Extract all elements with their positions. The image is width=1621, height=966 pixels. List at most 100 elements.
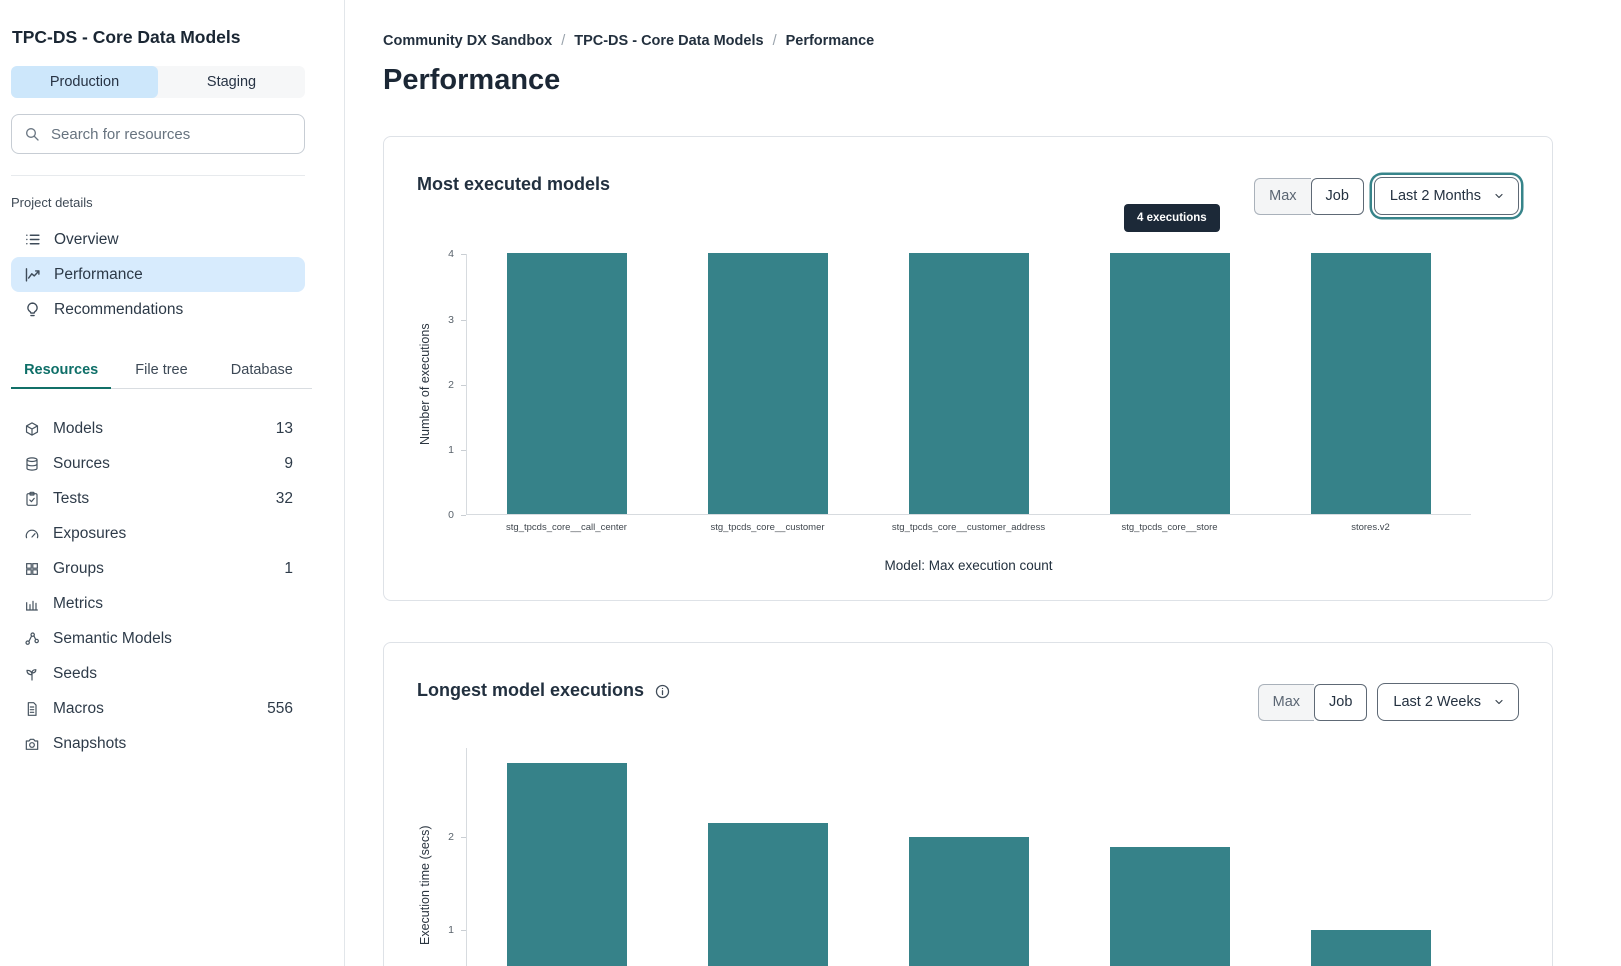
card-title: Most executed models <box>417 174 611 195</box>
toggle-max-button[interactable]: Max <box>1257 683 1315 721</box>
bar-slot <box>1069 253 1270 515</box>
toggle-job-button[interactable]: Job <box>1310 177 1364 215</box>
resource-item-snapshots[interactable]: Snapshots <box>11 726 305 761</box>
date-range-select[interactable]: Last 2 Months <box>1373 177 1519 216</box>
resource-count: 9 <box>284 454 293 472</box>
breadcrumb-separator: / <box>772 33 777 49</box>
breadcrumb-account[interactable]: Community DX Sandbox <box>383 33 553 49</box>
y-axis-label: Number of executions <box>418 324 432 446</box>
bar[interactable] <box>1109 846 1230 966</box>
bar[interactable] <box>708 253 829 515</box>
resource-item-exposures[interactable]: Exposures <box>11 516 305 551</box>
x-tick-label: stores.v2 <box>1351 522 1390 534</box>
breadcrumb: Community DX Sandbox / TPC-DS - Core Dat… <box>383 33 1553 49</box>
file-text-icon <box>24 701 40 717</box>
page-title: Performance <box>383 64 561 96</box>
sidebar: TPC-DS - Core Data Models Production Sta… <box>0 0 345 966</box>
resource-item-tests[interactable]: Tests 32 <box>11 481 305 516</box>
bar[interactable] <box>1310 253 1431 515</box>
lightbulb-icon <box>24 301 41 318</box>
resource-list: Models 13 Sources 9 Tests 32 Exposures <box>11 411 305 761</box>
card-header: Most executed models Max Job Last 2 Mont… <box>417 170 1519 216</box>
bar[interactable] <box>507 253 628 515</box>
resource-label: Seeds <box>53 664 97 682</box>
resource-item-seeds[interactable]: Seeds <box>11 656 305 691</box>
resource-label: Exposures <box>53 524 127 542</box>
sidebar-item-label: Recommendations <box>54 300 184 318</box>
clipboard-check-icon <box>24 491 40 507</box>
resource-label: Semantic Models <box>53 629 172 647</box>
breadcrumb-project[interactable]: TPC-DS - Core Data Models <box>574 33 764 49</box>
gauge-icon <box>24 526 40 542</box>
chart-controls: Max Job Last 2 Weeks <box>1257 676 1519 722</box>
y-axis-label: Execution time (secs) <box>418 826 432 946</box>
sidebar-item-label: Performance <box>54 265 143 283</box>
tab-database[interactable]: Database <box>230 362 293 378</box>
bar-slot <box>1270 253 1471 515</box>
resource-item-metrics[interactable]: Metrics <box>11 586 305 621</box>
sidebar-item-overview[interactable]: Overview <box>11 222 305 257</box>
resource-label: Models <box>53 419 103 437</box>
sidebar-item-performance[interactable]: Performance <box>11 257 305 292</box>
y-tick-label: 2 <box>448 830 466 844</box>
longest-model-executions-card: Longest model executions Max Job Last 2 … <box>383 642 1553 966</box>
resource-label: Macros <box>53 699 104 717</box>
resource-item-groups[interactable]: Groups 1 <box>11 551 305 586</box>
x-axis-tick-labels: stg_tpcds_core__call_center stg_tpcds_cor… <box>466 522 1471 533</box>
breadcrumb-separator: / <box>561 33 566 49</box>
resource-label: Tests <box>53 489 90 507</box>
bar-chart-most-executed: Number of executions 0 1 2 3 4 <box>417 248 1519 521</box>
breadcrumb-current-page: Performance <box>785 33 875 49</box>
search-icon <box>24 126 40 142</box>
toggle-max-button[interactable]: Max <box>1254 177 1311 215</box>
most-executed-models-card: Most executed models Max Job Last 2 Mont… <box>383 136 1553 602</box>
bar[interactable] <box>908 253 1029 515</box>
plot-area <box>466 253 1471 516</box>
y-tick-label: 1 <box>448 923 466 937</box>
bar[interactable] <box>1310 930 1431 966</box>
bar[interactable] <box>507 762 628 966</box>
date-range-select[interactable]: Last 2 Weeks <box>1377 683 1519 722</box>
search-input[interactable] <box>49 124 292 144</box>
resource-item-models[interactable]: Models 13 <box>11 411 305 446</box>
resource-label: Sources <box>53 454 110 472</box>
trend-chart-icon <box>24 266 41 283</box>
resource-item-sources[interactable]: Sources 9 <box>11 446 305 481</box>
sprout-icon <box>24 666 40 682</box>
date-range-value: Last 2 Months <box>1389 188 1481 205</box>
bar[interactable] <box>908 837 1029 966</box>
resource-item-macros[interactable]: Macros 556 <box>11 691 305 726</box>
project-title: TPC-DS - Core Data Models <box>12 27 241 47</box>
tab-resources[interactable]: Resources <box>11 356 112 389</box>
toggle-job-button[interactable]: Job <box>1314 683 1368 721</box>
tab-file-tree[interactable]: File tree <box>135 362 188 378</box>
resource-search[interactable] <box>11 114 305 154</box>
camera-icon <box>24 736 40 752</box>
y-axis-ticks: 0 1 2 3 4 <box>433 248 466 521</box>
resource-label: Metrics <box>53 594 103 612</box>
env-tab-staging[interactable]: Staging <box>158 66 305 98</box>
project-nav: Overview Performance Recommendations <box>11 222 305 327</box>
database-icon <box>24 456 40 472</box>
x-tick-label: stg_tpcds_core__store <box>1121 522 1218 534</box>
resource-item-semantic-models[interactable]: Semantic Models <box>11 621 305 656</box>
env-tab-production[interactable]: Production <box>11 66 158 98</box>
resource-count: 32 <box>275 489 293 507</box>
x-axis-title: Model: Max execution count <box>884 558 1053 574</box>
y-tick-label: 3 <box>448 313 466 327</box>
bar[interactable] <box>1109 253 1230 515</box>
sidebar-item-recommendations[interactable]: Recommendations <box>11 292 305 327</box>
environment-toggle: Production Staging <box>11 66 305 98</box>
bar-slot <box>869 748 1070 966</box>
list-icon <box>24 231 41 248</box>
resource-label: Snapshots <box>53 734 127 752</box>
info-icon[interactable] <box>654 683 671 700</box>
max-job-toggle: Max Job <box>1257 683 1368 721</box>
y-tick-label: 1 <box>448 443 466 457</box>
chevron-down-icon <box>1493 696 1505 708</box>
bar[interactable] <box>708 823 829 966</box>
bar-slot <box>668 253 869 515</box>
main-content: Community DX Sandbox / TPC-DS - Core Dat… <box>383 0 1553 966</box>
